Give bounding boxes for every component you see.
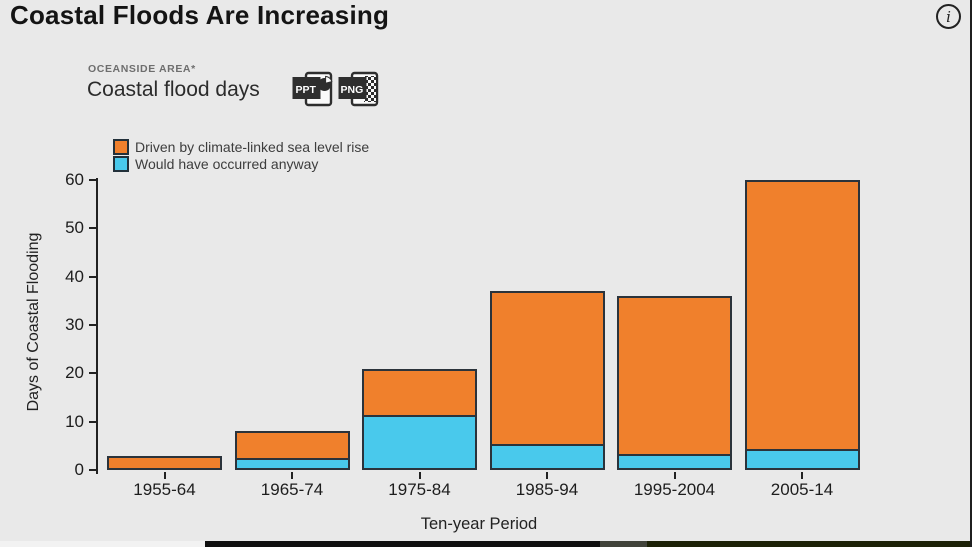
- y-axis-tick: [89, 469, 98, 471]
- info-icon-glyph: i: [946, 7, 951, 26]
- bar-climate-1995-2004[interactable]: [617, 296, 732, 470]
- x-axis-tick-label: 1995-2004: [633, 480, 716, 499]
- bar-climate-1975-84[interactable]: [362, 368, 477, 470]
- bar-anyway-1975-84[interactable]: [364, 414, 475, 468]
- legend-swatch-cyan: [113, 155, 129, 172]
- x-axis-tick: [546, 472, 548, 479]
- x-axis-tick: [163, 472, 166, 479]
- checker-glyph: [364, 76, 376, 102]
- png-label: PNG: [341, 84, 364, 96]
- page-title: Coastal Floods Are Increasing: [10, 0, 390, 30]
- bar-climate-2005-14[interactable]: [744, 180, 860, 470]
- x-axis-tick-label: 1985-94: [515, 480, 579, 499]
- bar-anyway-1995-2004[interactable]: [619, 453, 730, 468]
- x-axis-tick: [291, 472, 293, 479]
- y-axis-tick-label: 0: [74, 460, 84, 479]
- bar-anyway-1985-94[interactable]: [491, 443, 603, 468]
- legend-swatch-orange: [113, 138, 129, 155]
- y-axis-tick: [89, 275, 98, 278]
- y-axis-tick-label: 50: [65, 218, 84, 238]
- below-fold-strip-gray: [600, 541, 647, 547]
- y-axis-line: [96, 178, 98, 474]
- below-fold-strip-olive: [647, 541, 972, 547]
- widget-title: Coastal flood days: [87, 78, 260, 101]
- legend-label-climate: Driven by climate-linked sea level rise: [135, 138, 370, 155]
- window-right-edge: [970, 0, 972, 547]
- ppt-file-icon: PPT: [292, 71, 333, 107]
- png-file-icon: PNG: [338, 71, 379, 107]
- x-axis-tick-label: 2005-14: [770, 480, 834, 499]
- y-axis-tick: [89, 179, 98, 181]
- export-png-button[interactable]: PNG: [338, 71, 380, 113]
- y-axis-tick: [89, 324, 98, 326]
- y-axis-tick-label: 20: [65, 363, 84, 383]
- x-axis-tick-label: 1965-74: [260, 480, 324, 499]
- legend-label-anyway: Would have occurred anyway: [135, 155, 319, 172]
- x-axis-tick-label: 1975-84: [388, 480, 451, 499]
- y-axis-tick: [89, 420, 98, 423]
- export-ppt-button[interactable]: PPT: [292, 71, 334, 113]
- ppt-label: PPT: [296, 84, 317, 96]
- x-axis-tick: [801, 472, 803, 479]
- x-axis-tick-label: 1955-64: [133, 480, 196, 499]
- y-axis-tick: [89, 372, 98, 375]
- y-axis-tick-label: 40: [65, 266, 84, 286]
- bar-climate-1965-74[interactable]: [234, 431, 350, 470]
- y-axis-tick-label: 30: [65, 315, 84, 334]
- info-icon[interactable]: i: [936, 4, 961, 29]
- y-axis-tick: [89, 227, 98, 230]
- area-eyebrow: OCEANSIDE AREA*: [88, 63, 196, 75]
- below-fold-strip-light: [0, 541, 205, 547]
- x-axis-tick: [673, 472, 676, 479]
- x-axis-title: Ten-year Period: [420, 515, 538, 533]
- bar-climate-1985-94[interactable]: [489, 291, 605, 470]
- legend-item-anyway: Would have occurred anyway: [113, 155, 318, 172]
- y-axis-tick-label: 60: [65, 170, 84, 189]
- x-axis-tick: [418, 472, 421, 479]
- legend-item-climate: Driven by climate-linked sea level rise: [113, 138, 369, 155]
- y-axis-tick-label: 10: [65, 411, 84, 431]
- bar-anyway-2005-14[interactable]: [746, 448, 858, 468]
- bar-anyway-1965-74[interactable]: [236, 458, 348, 468]
- below-fold-strip-dark: [205, 541, 600, 547]
- bar-climate-1955-64[interactable]: [107, 455, 222, 470]
